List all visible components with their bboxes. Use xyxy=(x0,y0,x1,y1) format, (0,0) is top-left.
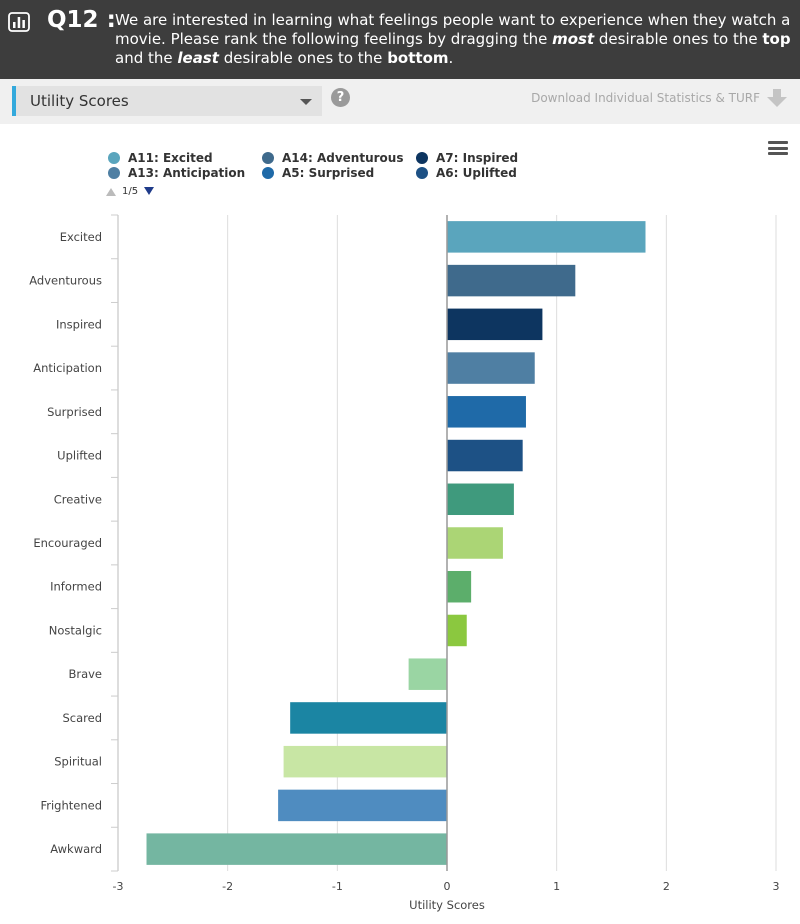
x-tick-label: -2 xyxy=(222,880,233,893)
bar[interactable] xyxy=(447,439,523,472)
bar[interactable] xyxy=(278,789,447,822)
view-select[interactable]: Utility Scores xyxy=(12,86,322,116)
legend-item[interactable]: A14: Adventurous xyxy=(262,150,403,165)
x-tick-label: 2 xyxy=(663,880,670,893)
category-label: Uplifted xyxy=(57,449,102,463)
legend-dot xyxy=(262,166,274,179)
category-label: Inspired xyxy=(56,317,102,331)
x-tick-label: 3 xyxy=(773,880,780,893)
legend-page-indicator: 1/5 xyxy=(122,186,139,197)
category-label: Informed xyxy=(50,580,102,594)
bar[interactable] xyxy=(283,745,447,778)
question-text: We are interested in learning what feeli… xyxy=(115,11,791,67)
category-label: Creative xyxy=(54,492,102,506)
bar[interactable] xyxy=(290,702,447,734)
x-tick-label: -1 xyxy=(332,880,343,893)
chart-menu-icon[interactable] xyxy=(768,141,788,155)
download-turf-link[interactable]: Download Individual Statistics & TURF xyxy=(531,91,760,105)
legend-dot xyxy=(262,151,274,164)
bar[interactable] xyxy=(408,658,447,690)
category-label: Adventurous xyxy=(29,274,102,288)
bar[interactable] xyxy=(447,352,535,384)
category-label: Brave xyxy=(68,667,102,681)
chevron-down-icon xyxy=(300,99,312,105)
legend-item[interactable]: A5: Surprised xyxy=(262,165,374,180)
question-header: Q12 : We are interested in learning what… xyxy=(0,0,800,79)
category-label: Scared xyxy=(62,711,102,725)
help-icon[interactable]: ? xyxy=(331,88,350,107)
view-select-value: Utility Scores xyxy=(30,92,129,110)
legend-item[interactable]: A7: Inspired xyxy=(416,150,518,165)
x-tick-label: 0 xyxy=(444,880,451,893)
legend-dot xyxy=(108,151,120,164)
category-label: Nostalgic xyxy=(49,623,102,637)
bar[interactable] xyxy=(447,570,472,603)
legend-next-page-icon[interactable] xyxy=(144,186,155,195)
download-icon[interactable] xyxy=(766,87,788,109)
bar[interactable] xyxy=(447,527,503,559)
toolbar: Utility Scores ? Download Individual Sta… xyxy=(0,79,800,124)
bar[interactable] xyxy=(447,483,514,516)
legend-dot xyxy=(416,151,428,164)
bar[interactable] xyxy=(146,833,447,865)
category-label: Spiritual xyxy=(54,755,102,769)
legend-prev-page-icon[interactable] xyxy=(106,187,116,196)
x-axis-title: Utility Scores xyxy=(409,898,485,912)
bar[interactable] xyxy=(447,308,543,341)
legend-dot xyxy=(108,166,120,179)
legend-item[interactable]: A11: Excited xyxy=(108,150,213,165)
bar[interactable] xyxy=(447,221,646,253)
legend-item[interactable]: A13: Anticipation xyxy=(108,165,245,180)
bar[interactable] xyxy=(447,264,576,297)
bar-chart-icon xyxy=(8,12,30,32)
legend-pager: 1/5 xyxy=(106,186,155,197)
legend-dot xyxy=(416,166,428,179)
category-label: Encouraged xyxy=(33,536,102,550)
category-label: Frightened xyxy=(40,798,102,812)
category-label: Awkward xyxy=(50,842,102,856)
legend-item[interactable]: A6: Uplifted xyxy=(416,165,517,180)
bar[interactable] xyxy=(447,614,467,647)
category-label: Surprised xyxy=(47,405,102,419)
question-number: Q12 : xyxy=(47,7,116,33)
x-tick-label: -3 xyxy=(113,880,124,893)
x-tick-label: 1 xyxy=(553,880,560,893)
bar[interactable] xyxy=(447,396,526,428)
category-label: Excited xyxy=(60,230,102,244)
category-label: Anticipation xyxy=(33,361,102,375)
